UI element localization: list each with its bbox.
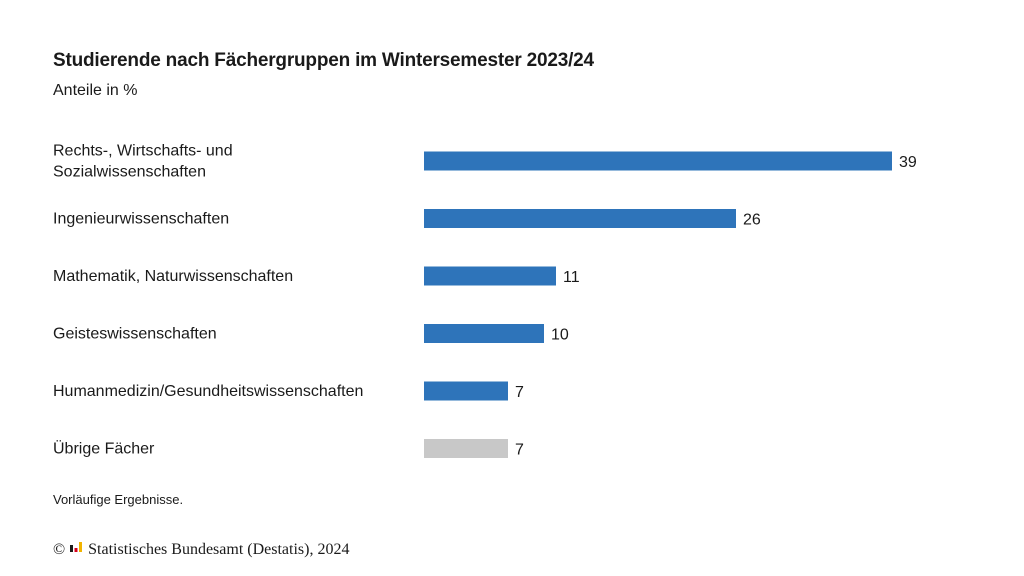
bar-row: Humanmedizin/Gesundheitswissenschaften 7 xyxy=(53,381,524,401)
bar-row: Ingenieurwissenschaften 26 xyxy=(53,209,761,229)
source-footer: © Statistisches Bundesamt (Destatis), 20… xyxy=(53,540,349,559)
category-label: Humanmedizin/Gesundheitswissenschaften xyxy=(53,383,363,400)
bar-row: Übrige Fächer 7 xyxy=(53,439,524,459)
category-label: Ingenieurwissenschaften xyxy=(53,211,229,228)
bar xyxy=(424,381,508,401)
value-label: 39 xyxy=(899,154,917,171)
category-label: Übrige Fächer xyxy=(53,440,155,458)
bar xyxy=(424,324,544,343)
bar xyxy=(424,439,508,458)
category-label: Rechts-, Wirtschafts- und Sozialwissensch… xyxy=(53,143,233,181)
bar-row: Mathematik, Naturwissenschaften 11 xyxy=(53,266,580,286)
destatis-logo-icon xyxy=(69,540,83,559)
chart-subtitle: Anteile in % xyxy=(53,82,138,99)
copyright-symbol: © xyxy=(53,540,66,558)
chart-title: Studierende nach Fächergruppen im Winter… xyxy=(53,50,594,71)
bar xyxy=(424,266,556,286)
value-label: 7 xyxy=(515,384,524,401)
category-label: Mathematik, Naturwissenschaften xyxy=(53,268,293,285)
bar xyxy=(424,151,892,171)
value-label: 7 xyxy=(515,442,524,459)
value-label: 11 xyxy=(563,269,580,286)
value-label: 10 xyxy=(551,327,569,344)
source-text: Statistisches Bundesamt (Destatis), 2024 xyxy=(88,540,350,558)
bar-row: Geisteswissenschaften 10 xyxy=(53,324,569,344)
category-label: Geisteswissenschaften xyxy=(53,326,217,343)
bar-chart: Rechts-, Wirtschafts- und Sozialwissensch… xyxy=(53,143,917,459)
bar-row: Rechts-, Wirtschafts- und Sozialwissensch… xyxy=(53,143,917,181)
bar xyxy=(424,209,736,228)
value-label: 26 xyxy=(743,212,761,229)
chart-note: Vorläufige Ergebnisse. xyxy=(53,492,184,507)
